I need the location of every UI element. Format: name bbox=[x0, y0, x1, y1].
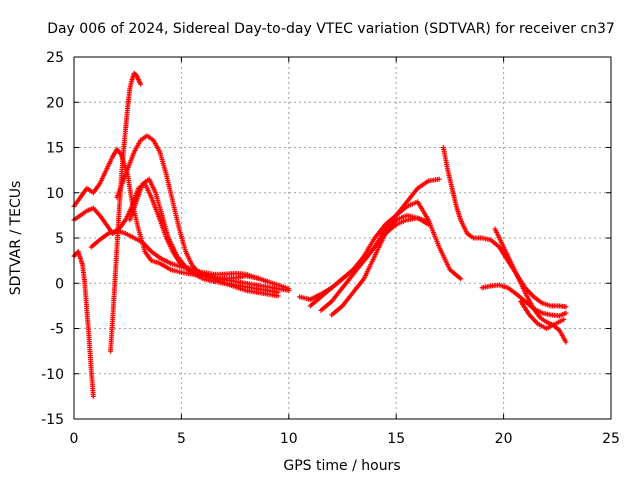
x-tick-label: 25 bbox=[602, 431, 620, 447]
y-axis-label: SDTVAR / TECUs bbox=[8, 181, 24, 296]
y-tick-label: -15 bbox=[41, 412, 64, 428]
data-point bbox=[138, 81, 144, 87]
y-tick-labels: -15 -10 -5 0 5 10 15 20 25 bbox=[41, 50, 64, 428]
data-point bbox=[286, 286, 292, 292]
x-tick-label: 15 bbox=[387, 431, 405, 447]
y-tick-label: 0 bbox=[55, 276, 64, 292]
chart-title: Day 006 of 2024, Sidereal Day-to-day VTE… bbox=[47, 21, 615, 37]
series-sat-o bbox=[518, 298, 567, 331]
data-point bbox=[563, 339, 569, 345]
series-sat-f bbox=[88, 228, 292, 292]
x-tick-label: 5 bbox=[177, 431, 186, 447]
grid bbox=[74, 57, 611, 419]
series-sat-k bbox=[329, 176, 442, 318]
x-tick-label: 0 bbox=[70, 431, 79, 447]
series-sat-i bbox=[307, 199, 464, 309]
data-point bbox=[563, 310, 569, 316]
data-point bbox=[436, 176, 442, 182]
x-axis-label: GPS time / hours bbox=[283, 458, 400, 474]
series-sat-m bbox=[479, 282, 569, 319]
data-series bbox=[71, 70, 569, 399]
x-tick-label: 20 bbox=[495, 431, 513, 447]
series-sat-c bbox=[71, 249, 96, 399]
series-sat-j bbox=[318, 215, 431, 313]
data-point bbox=[458, 276, 464, 282]
y-tick-label: 5 bbox=[55, 231, 64, 247]
data-point bbox=[275, 289, 281, 295]
series-sat-n bbox=[492, 226, 569, 345]
y-tick-label: -10 bbox=[41, 367, 64, 383]
data-point bbox=[90, 393, 96, 399]
y-tick-label: 25 bbox=[46, 50, 64, 66]
y-tick-label: 20 bbox=[46, 95, 64, 111]
series-sat-e bbox=[114, 133, 270, 284]
data-point bbox=[425, 221, 431, 227]
plot-frame bbox=[73, 56, 612, 420]
data-point bbox=[563, 304, 569, 310]
data-point bbox=[561, 316, 567, 322]
y-tick-label: 15 bbox=[46, 141, 64, 157]
x-tick-label: 10 bbox=[280, 431, 298, 447]
y-tick-label: -5 bbox=[50, 322, 64, 338]
series-sat-d bbox=[108, 70, 144, 354]
series-sat-g bbox=[127, 176, 281, 295]
x-tick-labels: 0 5 10 15 20 25 bbox=[70, 431, 620, 447]
y-tick-label: 10 bbox=[46, 186, 64, 202]
